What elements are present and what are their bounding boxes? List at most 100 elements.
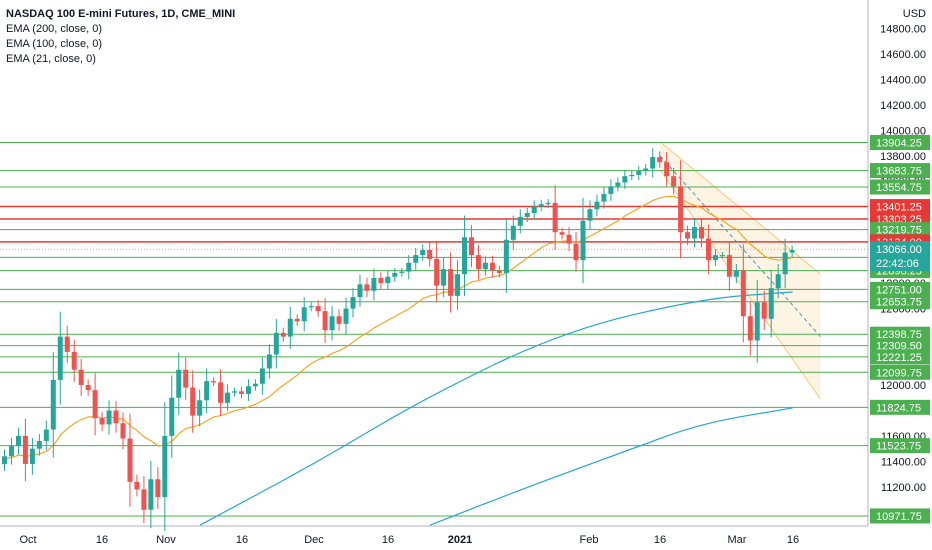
level-label-box: [870, 399, 930, 415]
candle: [294, 314, 300, 326]
candle: [190, 370, 196, 433]
candle-body: [364, 284, 370, 291]
candle: [622, 169, 628, 189]
candles: [2, 148, 795, 531]
candle-body: [85, 385, 91, 391]
ema-21-line: [4, 195, 793, 460]
candle-body: [141, 489, 147, 510]
candle: [406, 255, 412, 280]
candle: [468, 225, 474, 268]
candle-body: [782, 252, 788, 275]
candle-body: [789, 250, 795, 253]
candle: [385, 270, 391, 290]
candle-body: [308, 306, 314, 308]
candle: [8, 437, 14, 465]
candle-body: [176, 369, 182, 398]
level-label: 13219.75: [876, 225, 922, 237]
candle: [608, 179, 614, 201]
candle-body: [169, 397, 175, 436]
indicator-ema-100[interactable]: EMA (100, close, 0): [6, 38, 102, 50]
candle-body: [78, 369, 84, 385]
candle: [503, 220, 509, 293]
candle-body: [266, 354, 272, 369]
candle-body: [685, 232, 691, 239]
symbol-title: NASDAQ 100 E-mini Futures, 1D, CME_MINI: [6, 8, 236, 20]
candle: [719, 251, 725, 259]
candle-body: [280, 332, 286, 337]
candle-body: [336, 316, 342, 324]
candle-body: [650, 157, 656, 169]
candle-body: [699, 227, 704, 239]
candle-body: [657, 157, 663, 163]
candle-body: [468, 237, 474, 256]
candle: [64, 325, 70, 363]
candle: [643, 164, 649, 176]
level-label-box: [870, 326, 930, 342]
candle: [148, 460, 154, 529]
level-label-box: [870, 364, 930, 380]
candle: [775, 264, 781, 299]
candle-body: [482, 262, 488, 270]
candle-body: [36, 441, 42, 449]
candle: [120, 412, 126, 450]
candle: [301, 297, 307, 332]
candle-body: [15, 435, 21, 447]
candle-body: [441, 269, 447, 286]
candle: [308, 302, 314, 312]
candle-body: [343, 308, 349, 324]
candle-body: [517, 216, 523, 226]
candle-body: [587, 209, 593, 221]
candle-body: [601, 193, 607, 202]
candle-body: [524, 213, 530, 217]
candle: [204, 368, 210, 414]
candle-body: [594, 201, 600, 210]
candle: [50, 351, 56, 458]
candle: [329, 306, 335, 341]
candle: [552, 185, 558, 251]
candle-body: [287, 318, 293, 337]
candle: [280, 327, 286, 342]
level-label: 13554.75: [876, 182, 922, 194]
candle: [343, 297, 349, 335]
candle-body: [726, 255, 732, 277]
countdown-label: 22:42:06: [876, 258, 919, 270]
indicator-ema-200[interactable]: EMA (200, close, 0): [6, 23, 102, 35]
candle: [462, 215, 468, 296]
candle-body: [378, 278, 384, 284]
time-label: Mar: [728, 534, 747, 546]
candle-body: [127, 438, 133, 482]
candle-body: [211, 381, 217, 383]
candle-body: [545, 202, 551, 205]
candle-body: [406, 262, 412, 272]
candle: [245, 379, 251, 401]
candle: [441, 257, 447, 298]
time-label: 16: [382, 534, 394, 546]
price-tick-label: 14000.00: [880, 125, 926, 137]
candle-body: [427, 250, 433, 259]
candle: [85, 379, 91, 396]
candle-body: [350, 297, 356, 309]
candle-body: [719, 255, 725, 257]
candle: [238, 386, 244, 399]
candle-body: [552, 202, 558, 233]
candle: [92, 372, 98, 436]
currency-label: USD: [903, 8, 926, 20]
candle: [482, 256, 488, 276]
candle: [705, 224, 711, 275]
candle-body: [301, 307, 307, 322]
candle: [322, 298, 328, 343]
candle-body: [92, 390, 98, 419]
candle-body: [43, 429, 49, 442]
indicator-ema-21[interactable]: EMA (21, close, 0): [6, 53, 96, 65]
candle: [678, 160, 684, 259]
candle-body: [761, 302, 767, 319]
candle-body: [204, 381, 210, 401]
candle: [336, 309, 342, 331]
candle: [594, 194, 600, 217]
candle-body: [294, 318, 300, 322]
candle: [162, 402, 168, 531]
candle-body: [747, 316, 753, 341]
level-label: 12653.75: [876, 297, 922, 309]
candle: [434, 242, 440, 303]
